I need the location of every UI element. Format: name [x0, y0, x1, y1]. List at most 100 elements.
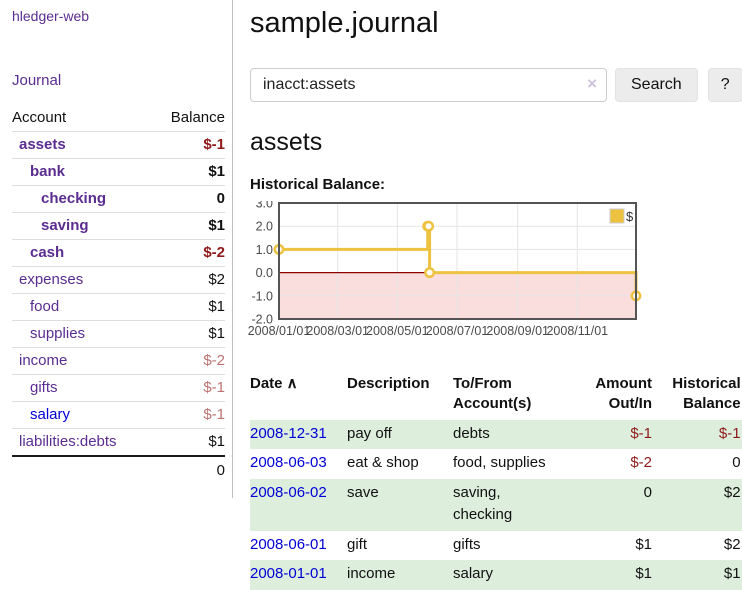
account-row: bank $1 [12, 158, 225, 186]
sidebar-account-link-assets[interactable]: assets [19, 136, 66, 153]
transaction-date-link[interactable]: 2008-06-01 [250, 535, 327, 553]
transaction-date-cell: 2008-06-01 [250, 531, 347, 561]
svg-text:2008/03/01: 2008/03/01 [306, 324, 369, 338]
register-table: Date ∧ Description To/From Account(s) Amoun… [250, 371, 742, 590]
transaction-accounts: gifts [453, 535, 481, 553]
search-button[interactable]: Search [615, 68, 698, 102]
register-row: 2008-06-01 gift gifts $1 $2 [250, 531, 742, 561]
account-balance: $1 [152, 320, 225, 348]
svg-text:2008/11/01: 2008/11/01 [546, 324, 608, 338]
transaction-description: pay off [347, 419, 453, 449]
accounts-table: Account Balance assets $-1 bank $1 checking 0… [12, 105, 225, 484]
sidebar-account-link-income[interactable]: income [19, 352, 68, 369]
account-name-cell: saving [12, 212, 153, 240]
account-row: liabilities:debts $1 [12, 428, 225, 457]
clear-search-icon[interactable]: × [587, 74, 597, 93]
svg-text:2008/07/01: 2008/07/01 [426, 324, 489, 338]
accounts-header-row: Account Balance [12, 105, 225, 132]
account-name-cell: food [12, 293, 153, 321]
transaction-date-cell: 2008-01-01 [250, 560, 347, 590]
search-input[interactable] [250, 68, 607, 102]
sidebar-account-link-expenses[interactable]: expenses [19, 271, 84, 288]
account-name-cell: assets [12, 131, 153, 159]
account-balance: $-2 [152, 347, 225, 375]
account-row: food $1 [12, 293, 225, 321]
transaction-date-link[interactable]: 2008-06-02 [250, 483, 327, 501]
svg-text:2.0: 2.0 [256, 220, 273, 234]
account-name-cell: cash [12, 239, 153, 267]
help-button[interactable]: ? [707, 68, 742, 102]
transaction-description: eat & shop [347, 454, 419, 471]
account-row: gifts $-1 [12, 374, 225, 402]
account-balance: $1 [152, 212, 225, 240]
sidebar-account-link-salary[interactable]: salary [30, 406, 71, 423]
account-name-cell: bank [12, 158, 153, 186]
page-title: sample.journal [250, 7, 439, 39]
balance-chart-svg: $3.0 2.0 1.0 0.0 -1.0 -2.02008/01/012008/03/0… [248, 197, 642, 338]
account-name-cell: income [12, 347, 153, 375]
svg-text:-1.0: -1.0 [251, 289, 273, 303]
transaction-amount: $-1 [584, 419, 660, 449]
register-row: 2008-06-03 eat & shop food, supplies $-2 0 [250, 449, 742, 479]
transaction-amount: $1 [584, 560, 660, 590]
sidebar-account-link-gifts[interactable]: gifts [30, 379, 58, 396]
register-header-row: Date ∧ Description To/From Account(s) Amoun… [250, 371, 742, 420]
svg-text:$: $ [626, 209, 634, 224]
main-content: sample.journal × Search ? assets Histori… [233, 0, 742, 590]
account-name-cell: supplies [12, 320, 153, 348]
app-title-link[interactable]: hledger-web [12, 8, 90, 24]
svg-text:0.0: 0.0 [256, 266, 273, 280]
transaction-accounts: salary [453, 560, 584, 590]
sidebar-account-link-supplies[interactable]: supplies [30, 325, 86, 342]
transaction-description: income [347, 560, 453, 590]
transaction-accounts: saving, checking [453, 478, 584, 531]
accounts-total-value: 0 [152, 455, 225, 484]
account-balance: $-1 [152, 374, 225, 402]
account-row: salary $-1 [12, 401, 225, 429]
sidebar-item-journal[interactable]: Journal [12, 72, 62, 89]
account-name-cell: expenses [12, 266, 153, 294]
account-row: expenses $2 [12, 266, 225, 294]
transaction-date-link[interactable]: 2008-12-31 [250, 424, 327, 442]
transaction-date-cell: 2008-06-02 [250, 478, 347, 531]
register-header-amount-out-in: Amount Out/In [595, 375, 652, 413]
sidebar-account-link-saving[interactable]: saving [41, 217, 89, 234]
account-row: assets $-1 [12, 131, 225, 159]
account-balance: 0 [152, 185, 225, 213]
transaction-date-cell: 2008-06-03 [250, 449, 347, 479]
accounts-total-spacer [12, 455, 153, 484]
transaction-date-link[interactable]: 2008-01-01 [250, 565, 327, 582]
svg-text:1.0: 1.0 [256, 243, 273, 257]
sidebar-account-link-food[interactable]: food [30, 298, 60, 315]
transaction-balance: 0 [732, 454, 741, 471]
account-name-cell: checking [12, 185, 153, 213]
sidebar-account-link-cash[interactable]: cash [30, 244, 65, 261]
register-row: 2008-12-31 pay off debts $-1 $-1 [250, 419, 742, 449]
account-balance: $2 [152, 266, 225, 294]
register-header-date[interactable]: Date ∧ [250, 375, 298, 392]
sidebar-account-link-checking[interactable]: checking [41, 190, 107, 207]
sidebar-account-link-bank[interactable]: bank [30, 163, 66, 180]
account-balance: $-2 [152, 239, 225, 267]
transaction-balance: $2 [660, 478, 742, 531]
svg-text:-2.0: -2.0 [251, 313, 273, 327]
chart-label: Historical Balance: [250, 176, 386, 193]
register-header-to-from-account-s-: To/From Account(s) [453, 375, 532, 413]
svg-text:3.0: 3.0 [256, 201, 273, 211]
transaction-amount: $-2 [630, 454, 652, 471]
section-heading-assets: assets [250, 128, 323, 156]
transaction-accounts: food, supplies [453, 454, 546, 471]
account-balance: $1 [152, 428, 225, 457]
accounts-header-balance: Balance [152, 105, 225, 132]
transaction-amount: $1 [635, 535, 652, 553]
account-balance: $-1 [152, 401, 225, 429]
transaction-date-link[interactable]: 2008-06-03 [250, 454, 327, 471]
account-name-cell: salary [12, 401, 153, 429]
transaction-balance: $1 [660, 560, 742, 590]
account-name-cell: gifts [12, 374, 153, 402]
account-row: supplies $1 [12, 320, 225, 348]
transaction-description: gift [347, 535, 368, 553]
sidebar-account-link-liabilities-debts[interactable]: liabilities:debts [19, 433, 117, 450]
account-row: checking 0 [12, 185, 225, 213]
